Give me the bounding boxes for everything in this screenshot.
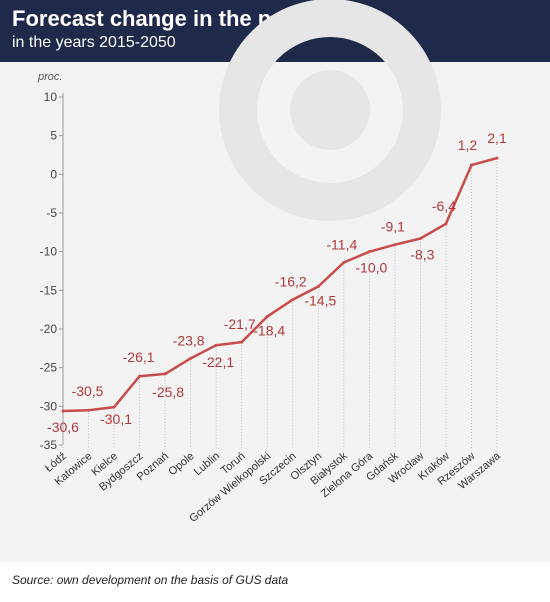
- data-label: -18,4: [253, 323, 285, 339]
- data-point: [495, 156, 499, 160]
- y-tick-label: -10: [40, 245, 58, 259]
- data-label: -14,5: [304, 292, 336, 308]
- data-point: [138, 374, 142, 378]
- data-label: -9,1: [381, 219, 405, 235]
- y-tick-label: -30: [40, 399, 58, 413]
- data-label: -25,8: [152, 384, 184, 400]
- data-label: -11,4: [326, 236, 357, 252]
- data-point: [444, 222, 448, 226]
- source-note: Source: own development on the basis of …: [12, 573, 289, 587]
- y-unit-label: proc.: [37, 71, 62, 83]
- data-point: [112, 405, 116, 409]
- y-tick-label: -20: [40, 322, 58, 336]
- chart-subtitle: in the years 2015-2050: [12, 34, 176, 51]
- data-label: -21,7: [224, 316, 256, 332]
- x-tick-label: Opole: [166, 450, 196, 478]
- data-label: 1,2: [458, 137, 478, 153]
- y-tick-label: 0: [50, 167, 57, 181]
- y-tick-label: -5: [46, 206, 57, 220]
- watermark-logo-ring: [219, 0, 441, 221]
- y-tick-label: -15: [40, 283, 58, 297]
- x-tick-label: Lublin: [192, 450, 222, 478]
- data-label: -10,0: [355, 260, 387, 276]
- data-point: [189, 356, 193, 360]
- data-label: -30,5: [72, 383, 104, 399]
- data-point: [214, 343, 218, 347]
- data-point: [342, 260, 346, 264]
- data-point: [418, 237, 422, 241]
- data-point: [393, 243, 397, 247]
- y-tick-label: 10: [44, 90, 58, 104]
- data-label: 2,1: [487, 130, 507, 146]
- series-line: [62, 156, 498, 413]
- data-label: -23,8: [173, 332, 205, 348]
- data-label: -16,2: [275, 274, 307, 290]
- data-label: -30,1: [100, 411, 132, 427]
- data-label: -22,1: [202, 354, 234, 370]
- data-point: [367, 250, 371, 254]
- data-point: [316, 284, 320, 288]
- y-tick-label: -25: [40, 361, 58, 375]
- data-point: [61, 409, 65, 413]
- data-point: [240, 340, 244, 344]
- data-point: [291, 298, 295, 302]
- y-tick-label: -35: [40, 438, 58, 452]
- data-point: [163, 372, 167, 376]
- data-label: -26,1: [123, 349, 155, 365]
- data-point: [265, 315, 269, 319]
- data-label: -8,3: [410, 247, 434, 263]
- data-point: [87, 408, 91, 412]
- data-label: -6,4: [432, 198, 456, 214]
- y-tick-label: 5: [50, 129, 57, 143]
- data-point: [469, 163, 473, 167]
- watermark-logo-core: [290, 70, 370, 150]
- data-label: -30,6: [47, 419, 79, 435]
